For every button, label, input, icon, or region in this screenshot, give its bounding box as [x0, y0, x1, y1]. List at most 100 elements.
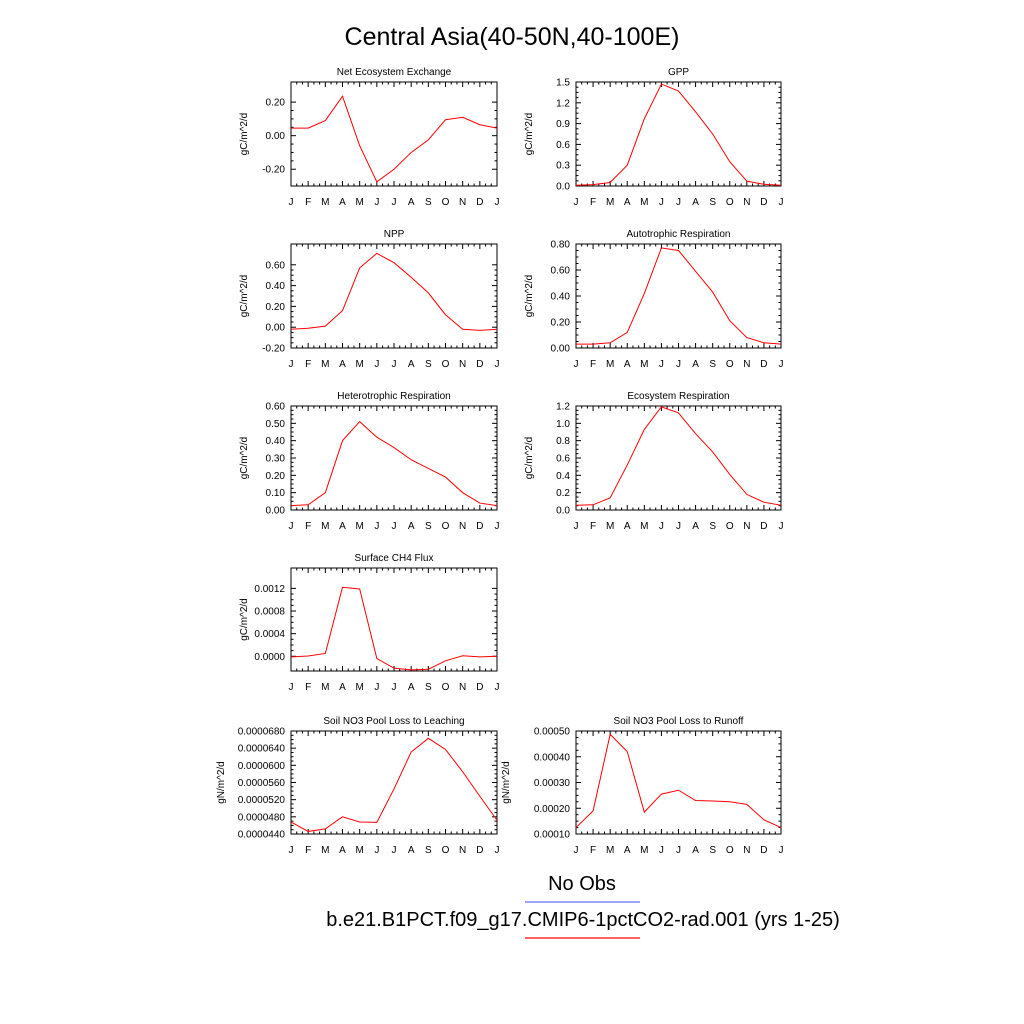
x-tick-label: A: [692, 197, 699, 208]
x-tick-label: A: [339, 359, 346, 370]
x-tick-label: F: [305, 682, 311, 693]
x-tick-label: A: [408, 197, 415, 208]
series-line-net-ecosystem-exchange: [291, 95, 498, 183]
y-tick-label: 0.20: [266, 302, 286, 313]
x-tick-label: J: [574, 359, 579, 370]
x-tick-label: M: [355, 359, 363, 370]
y-tick-label: 0.20: [266, 98, 286, 109]
x-tick-label: J: [495, 521, 500, 532]
x-tick-label: D: [476, 359, 483, 370]
x-tick-label: F: [590, 845, 596, 856]
y-tick-label: 0.0004: [254, 629, 285, 640]
x-tick-label: J: [676, 197, 681, 208]
x-tick-label: O: [726, 845, 734, 856]
x-tick-label: N: [743, 521, 750, 532]
x-tick-label: A: [624, 845, 631, 856]
x-tick-label: A: [408, 521, 415, 532]
y-tick-label: 0.0: [556, 182, 570, 193]
x-tick-label: A: [408, 682, 415, 693]
x-tick-label: A: [339, 682, 346, 693]
x-tick-label: D: [476, 197, 483, 208]
y-tick-label: 0.00: [551, 344, 571, 355]
x-tick-label: J: [392, 521, 397, 532]
x-tick-label: M: [640, 359, 648, 370]
x-tick-label: M: [355, 521, 363, 532]
y-axis-label: gC/m^2/d: [524, 275, 535, 318]
x-tick-label: J: [374, 521, 379, 532]
x-tick-label: O: [442, 521, 450, 532]
y-tick-label: 0.0008: [254, 607, 285, 618]
x-tick-label: M: [321, 845, 329, 856]
chart-title: Heterotrophic Respiration: [337, 391, 450, 402]
x-tick-label: A: [624, 359, 631, 370]
plot-frame: [290, 81, 498, 187]
x-tick-label: M: [321, 682, 329, 693]
x-tick-label: J: [392, 197, 397, 208]
x-tick-label: J: [574, 845, 579, 856]
legend-model-label: b.e21.B1PCT.f09_g17.CMIP6-1pctCO2-rad.00…: [326, 909, 840, 931]
chart-title: Autotrophic Respiration: [627, 229, 731, 240]
y-tick-label: 0.20: [266, 471, 286, 482]
x-tick-label: J: [392, 845, 397, 856]
x-tick-label: A: [692, 359, 699, 370]
y-tick-label: 0.00020: [534, 804, 571, 815]
x-tick-label: A: [692, 845, 699, 856]
y-axis-label: gN/m^2/d: [216, 761, 227, 804]
y-tick-label: 0.00040: [534, 752, 571, 763]
x-tick-label: N: [459, 845, 466, 856]
x-tick-label: J: [392, 359, 397, 370]
y-tick-label: 0.0000680: [238, 727, 286, 738]
y-tick-label: 0.00: [266, 323, 286, 334]
y-tick-label: 0.00050: [534, 727, 571, 738]
x-tick-label: A: [692, 521, 699, 532]
x-tick-label: J: [374, 197, 379, 208]
x-tick-label: D: [760, 521, 767, 532]
x-tick-label: M: [606, 845, 614, 856]
chart-title: Soil NO3 Pool Loss to Runoff: [614, 716, 744, 727]
chart-title: Net Ecosystem Exchange: [337, 67, 452, 78]
x-tick-label: S: [709, 197, 716, 208]
x-tick-label: N: [459, 197, 466, 208]
plot-frame: [575, 243, 782, 349]
x-tick-label: F: [305, 845, 311, 856]
chart-title: Surface CH4 Flux: [355, 553, 434, 564]
y-tick-label: 0.2: [556, 488, 570, 499]
x-tick-label: J: [659, 197, 664, 208]
x-tick-label: A: [339, 845, 346, 856]
x-tick-label: J: [495, 845, 500, 856]
x-tick-label: J: [392, 682, 397, 693]
y-axis-label: gC/m^2/d: [239, 275, 250, 318]
y-tick-label: 0.40: [551, 292, 571, 303]
y-axis-label: gN/m^2/d: [501, 761, 512, 804]
y-tick-label: 1.2: [556, 98, 570, 109]
y-tick-label: 0.6: [556, 140, 570, 151]
x-tick-label: N: [743, 359, 750, 370]
x-tick-label: D: [476, 521, 483, 532]
plot-frame: [575, 81, 782, 187]
y-tick-label: 0.4: [556, 471, 570, 482]
chart-title: Soil NO3 Pool Loss to Leaching: [323, 716, 464, 727]
y-axis-label: gC/m^2/d: [239, 113, 250, 156]
y-tick-label: 0.0012: [254, 584, 285, 595]
series-line-ecosystem-respiration: [575, 406, 782, 506]
x-tick-label: D: [476, 845, 483, 856]
y-tick-label: 0.3: [556, 161, 570, 172]
x-tick-label: A: [339, 197, 346, 208]
x-tick-label: J: [659, 359, 664, 370]
x-tick-label: M: [640, 845, 648, 856]
x-tick-label: S: [425, 197, 432, 208]
x-tick-label: D: [760, 197, 767, 208]
x-tick-label: J: [676, 359, 681, 370]
y-tick-label: 0.9: [556, 119, 570, 130]
x-tick-label: J: [659, 845, 664, 856]
y-tick-label: 1.5: [556, 78, 570, 89]
x-tick-label: S: [425, 359, 432, 370]
x-tick-label: D: [760, 359, 767, 370]
